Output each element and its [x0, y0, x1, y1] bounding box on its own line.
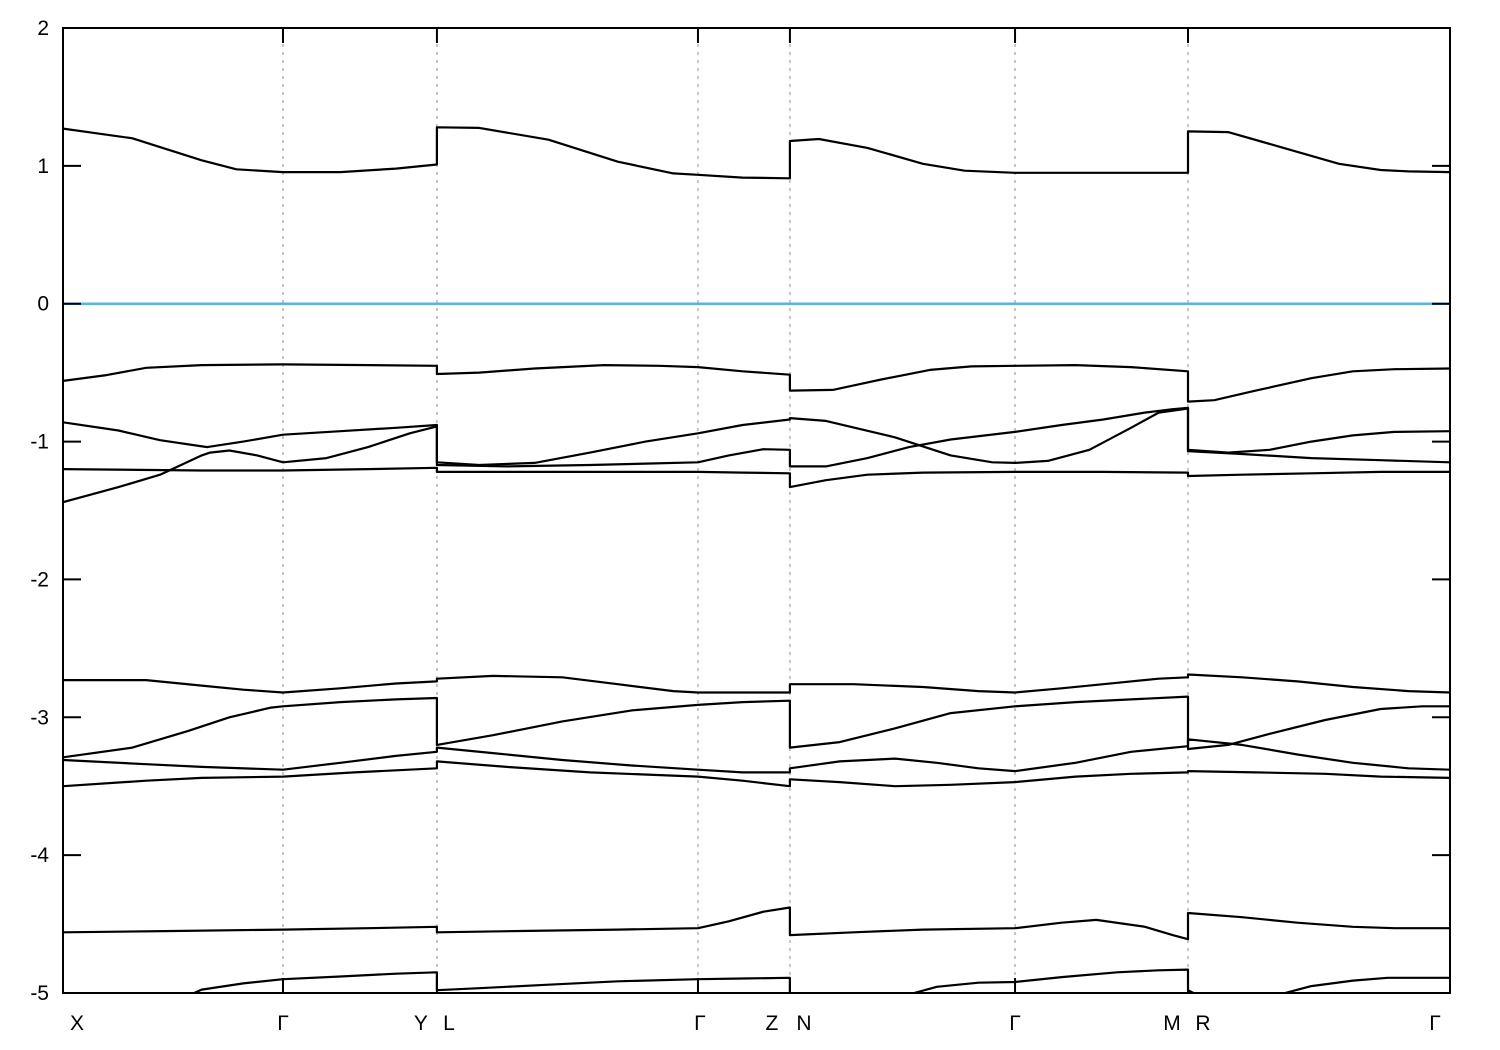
x-tick-label: Z: [766, 1012, 779, 1035]
x-tick-label: Γ: [1429, 1012, 1441, 1035]
x-tick-label: X: [70, 1012, 84, 1035]
x-tick-label: R: [1195, 1012, 1210, 1035]
bands-group: [63, 126, 1450, 993]
band-10: [63, 906, 1450, 941]
band-6: [63, 673, 1450, 694]
x-tick-label: N: [796, 1012, 811, 1035]
y-tick-label: -3: [30, 706, 49, 729]
band-11-seg3: [1280, 976, 1450, 993]
x-tick-label: Γ: [694, 1012, 706, 1035]
band-5: [63, 466, 1450, 489]
band-7: [63, 695, 1450, 759]
band-9: [63, 760, 1450, 788]
x-tick-label: Γ: [1009, 1012, 1021, 1035]
x-tick-label: Y: [414, 1012, 428, 1035]
x-tick-label: L: [443, 1012, 455, 1035]
band-4: [63, 406, 1450, 504]
y-tick-label: 1: [37, 155, 49, 178]
band-1-conduction: [63, 126, 1450, 180]
band-2: [63, 363, 1450, 403]
y-tick-label: -2: [30, 568, 49, 591]
band-8: [63, 738, 1450, 774]
y-tick-label: -1: [30, 431, 49, 454]
plot-border: [62, 27, 1451, 994]
x-tick-label: Γ: [277, 1012, 289, 1035]
y-tick-label: -4: [30, 844, 49, 867]
x-tick-label: M: [1163, 1012, 1181, 1035]
y-tick-label: 0: [37, 293, 49, 316]
y-tick-label: -5: [30, 982, 49, 1005]
y-tick-label: 2: [37, 17, 49, 40]
band-3: [63, 407, 1450, 467]
